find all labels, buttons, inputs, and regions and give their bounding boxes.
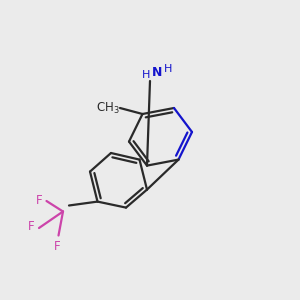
Text: N: N <box>152 67 162 80</box>
Text: H: H <box>164 64 172 74</box>
Text: F: F <box>54 240 60 253</box>
Text: H: H <box>142 70 150 80</box>
Text: CH$_3$: CH$_3$ <box>96 100 120 116</box>
Text: F: F <box>28 220 34 233</box>
Text: F: F <box>35 194 42 208</box>
